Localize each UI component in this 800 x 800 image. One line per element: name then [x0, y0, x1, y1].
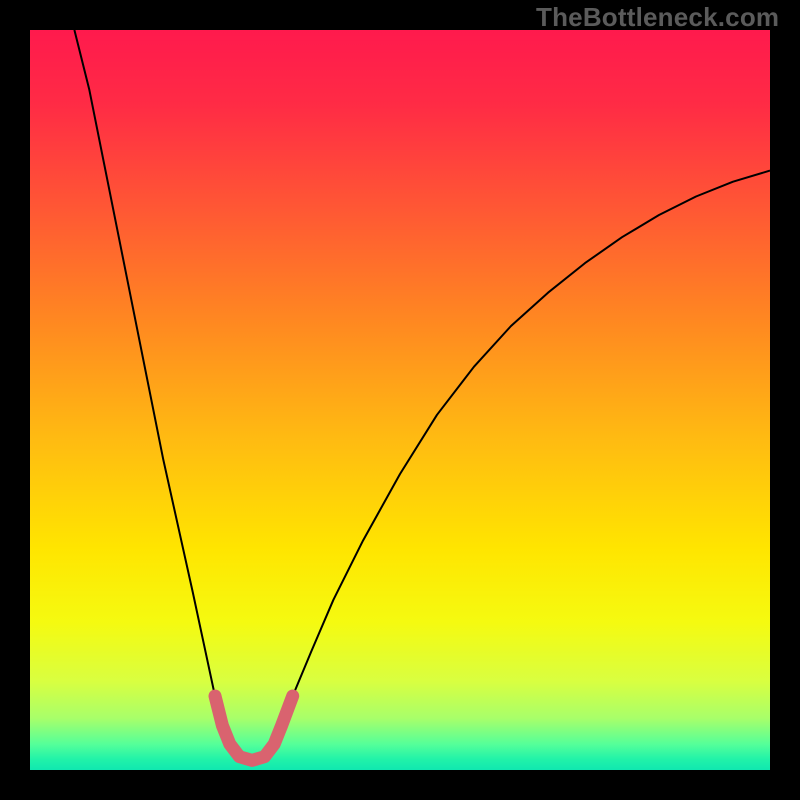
chart-plot-area	[30, 30, 770, 770]
watermark-text: TheBottleneck.com	[536, 2, 779, 33]
bottleneck-chart	[0, 0, 800, 800]
